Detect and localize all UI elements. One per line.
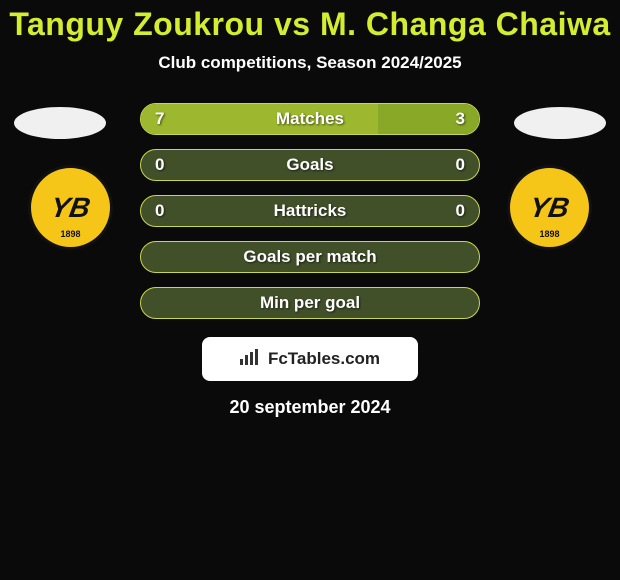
page-subtitle: Club competitions, Season 2024/2025 — [0, 53, 620, 73]
stat-value-right: 3 — [456, 104, 465, 134]
stat-label: Matches — [141, 104, 479, 134]
stat-row: 0Hattricks0 — [140, 195, 480, 227]
crest-left-initials: YB — [48, 192, 93, 224]
attribution-text: FcTables.com — [268, 349, 380, 369]
stat-bars: 7Matches30Goals00Hattricks0Goals per mat… — [140, 103, 480, 319]
stat-value-right: 0 — [456, 196, 465, 226]
stat-label: Goals — [141, 150, 479, 180]
stat-label: Goals per match — [141, 242, 479, 272]
content-area: YB 1898 YB 1898 7Matches30Goals00Hattric… — [0, 103, 620, 418]
attribution-badge: FcTables.com — [202, 337, 418, 381]
stat-label: Min per goal — [141, 288, 479, 318]
stat-row: Goals per match — [140, 241, 480, 273]
crest-right-year: 1898 — [539, 229, 559, 239]
chart-icon — [240, 349, 260, 370]
club-crest-left: YB 1898 — [28, 165, 113, 250]
flag-right — [514, 107, 606, 139]
stat-row: Min per goal — [140, 287, 480, 319]
crest-left-year: 1898 — [60, 229, 80, 239]
stat-row: 7Matches3 — [140, 103, 480, 135]
flag-left — [14, 107, 106, 139]
stat-label: Hattricks — [141, 196, 479, 226]
stat-value-right: 0 — [456, 150, 465, 180]
comparison-page: Tanguy Zoukrou vs M. Changa Chaiwa Club … — [0, 0, 620, 580]
page-title: Tanguy Zoukrou vs M. Changa Chaiwa — [0, 0, 620, 43]
club-crest-right: YB 1898 — [507, 165, 592, 250]
crest-right-initials: YB — [527, 192, 572, 224]
footer-date: 20 september 2024 — [0, 397, 620, 418]
stat-row: 0Goals0 — [140, 149, 480, 181]
